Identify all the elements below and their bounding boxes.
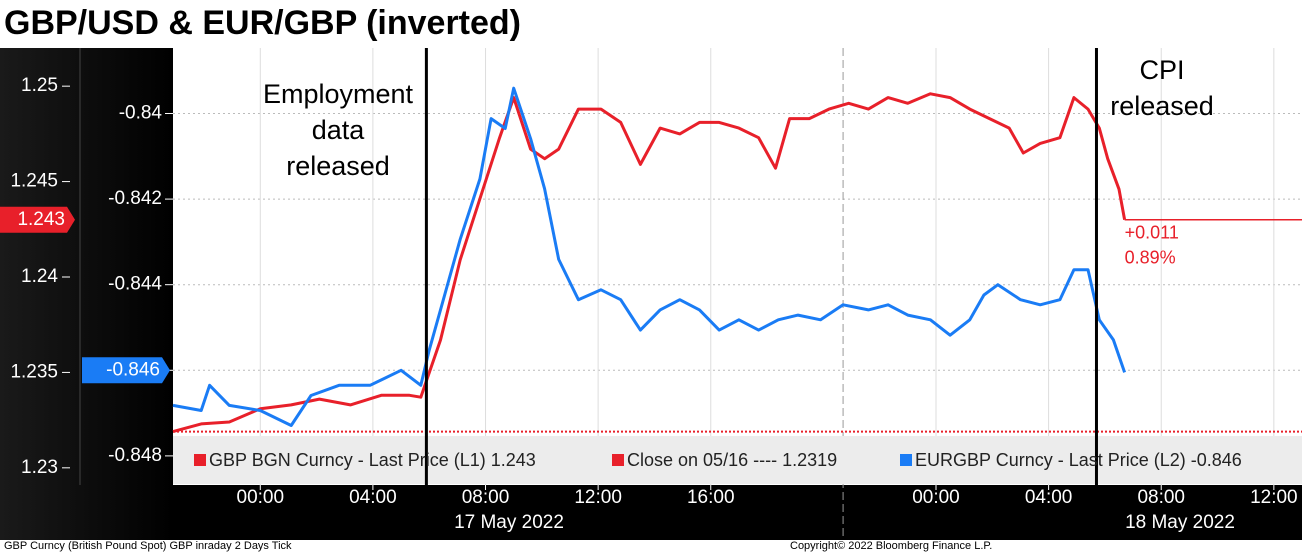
date-label: 18 May 2022	[1125, 512, 1235, 533]
legend-swatch	[612, 454, 624, 466]
last-value-label: 1.243	[17, 209, 65, 230]
y2-tick-label: -0.848	[108, 445, 162, 466]
change-label: 0.89%	[1125, 247, 1176, 267]
footer-copyright: Copyright© 2022 Bloomberg Finance L.P.	[790, 540, 992, 552]
change-label: +0.011	[1125, 222, 1179, 242]
x-tick-label: 08:00	[1137, 487, 1185, 508]
event-label: data	[312, 115, 366, 145]
y-tick-label: 1.24	[21, 266, 58, 287]
x-tick-label: 16:00	[687, 487, 735, 508]
y2-tick-label: -0.84	[119, 103, 163, 124]
axis-panel	[0, 48, 173, 540]
footer-source: GBP Curncy (British Pound Spot) GBP inra…	[4, 540, 292, 552]
y-tick-label: 1.25	[21, 75, 58, 96]
x-tick-label: 04:00	[349, 487, 397, 508]
series-line	[172, 92, 1127, 434]
y-tick-label: 1.235	[10, 361, 58, 382]
x-tick-label: 12:00	[574, 487, 622, 508]
date-label: 17 May 2022	[454, 512, 564, 533]
x-tick-label: 00:00	[912, 487, 960, 508]
last-value-tag	[82, 357, 170, 384]
event-label: released	[286, 151, 390, 181]
legend-swatch	[194, 454, 206, 466]
x-tick-label: 00:00	[237, 487, 285, 508]
legend-swatch	[900, 454, 912, 466]
plot-area	[173, 48, 1302, 485]
y-tick-label: 1.245	[10, 171, 58, 192]
x-tick-label: 08:00	[462, 487, 510, 508]
y-tick-label: 1.23	[21, 457, 58, 478]
event-label: CPI	[1139, 55, 1184, 85]
legend-band	[173, 436, 1302, 484]
legend-label: GBP BGN Curncy - Last Price (L1) 1.243	[209, 450, 536, 470]
last-value-tag	[0, 206, 75, 233]
event-label: released	[1110, 91, 1214, 121]
event-label: Employment	[263, 79, 414, 109]
y2-tick-label: -0.842	[108, 188, 162, 209]
x-tick-label: 12:00	[1250, 487, 1298, 508]
x-axis-panel	[173, 485, 1302, 540]
last-value-label: -0.846	[106, 359, 160, 380]
y2-tick-label: -0.844	[108, 274, 162, 295]
legend-label: EURGBP Curncy - Last Price (L2) -0.846	[915, 450, 1242, 470]
legend-label: Close on 05/16 ---- 1.2319	[627, 450, 837, 470]
x-tick-label: 04:00	[1025, 487, 1073, 508]
series-line	[172, 86, 1127, 427]
chart-title: GBP/USD & EUR/GBP (inverted)	[4, 4, 521, 42]
